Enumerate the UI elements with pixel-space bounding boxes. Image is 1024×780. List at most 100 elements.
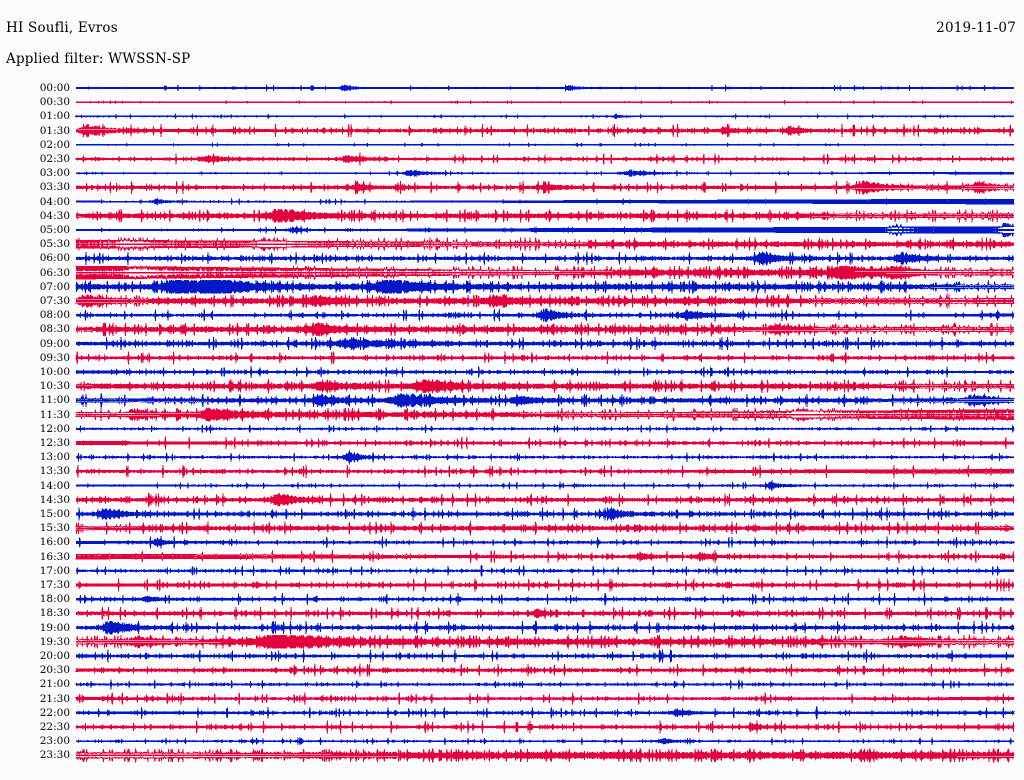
time-label-0600: 06:00 — [39, 252, 70, 265]
trace-row-0530 — [75, 236, 1015, 252]
time-label-0830: 08:30 — [39, 323, 70, 336]
trace-row-0030 — [75, 99, 1015, 105]
trace-row-1000 — [75, 365, 1015, 379]
trace-canvas — [74, 83, 1016, 764]
trace-row-1530 — [75, 520, 1015, 537]
trace-row-1500 — [75, 506, 1015, 522]
time-label-1200: 12:00 — [39, 422, 70, 435]
trace-row-1700 — [75, 564, 1015, 577]
time-label-1700: 17:00 — [39, 564, 70, 577]
time-label-1130: 11:30 — [39, 408, 70, 421]
trace-row-0130 — [75, 123, 1015, 138]
trace-row-1030 — [75, 378, 1015, 395]
time-label-1730: 17:30 — [39, 579, 70, 591]
trace-row-0930 — [75, 351, 1016, 365]
trace-row-1730 — [75, 578, 1015, 592]
time-label-0200: 02:00 — [39, 138, 70, 151]
trace-row-0400 — [75, 197, 1015, 206]
time-label-0800: 08:00 — [39, 309, 70, 322]
time-label-2100: 21:00 — [39, 678, 70, 691]
trace-row-1830 — [75, 606, 1015, 621]
time-label-2200: 22:00 — [39, 706, 70, 719]
time-label-1430: 14:30 — [39, 493, 70, 506]
time-axis-labels: 00:00 00:30 01:00 01:30 02:00 02:30 03:00 03:30… — [24, 80, 70, 780]
trace-row-1430 — [75, 492, 1015, 508]
time-label-0000: 00:00 — [39, 82, 70, 94]
station-title: HI Soufli, Evros — [6, 20, 118, 36]
trace-row-2000 — [75, 648, 1015, 664]
trace-row-0330 — [75, 179, 1015, 195]
trace-row-0500 — [75, 223, 1015, 237]
trace-row-1600 — [75, 535, 1016, 549]
trace-row-2230 — [74, 720, 1015, 734]
time-label-0700: 07:00 — [39, 280, 70, 293]
trace-row-1130 — [74, 406, 1015, 423]
trace-row-0700 — [75, 278, 1015, 295]
trace-row-1930 — [75, 633, 1015, 650]
time-label-1400: 14:00 — [39, 479, 70, 492]
applied-filter-label: Applied filter: WWSSN-SP — [6, 51, 191, 67]
time-label-1030: 10:30 — [39, 380, 70, 393]
time-label-1930: 19:30 — [39, 635, 70, 648]
time-label-1900: 19:00 — [39, 621, 70, 634]
time-label-2130: 21:30 — [39, 692, 70, 705]
time-label-0430: 04:30 — [39, 209, 70, 222]
trace-row-2100 — [75, 678, 1015, 690]
time-label-0500: 05:00 — [39, 224, 70, 236]
time-label-0530: 05:30 — [39, 238, 70, 251]
trace-row-1630 — [75, 550, 1015, 564]
time-label-0130: 01:30 — [39, 124, 70, 137]
trace-row-0100 — [74, 113, 1015, 120]
time-label-1600: 16:00 — [39, 536, 70, 549]
trace-row-2300 — [75, 736, 1015, 746]
trace-row-1300 — [75, 449, 1015, 466]
time-label-1830: 18:30 — [39, 607, 70, 620]
trace-row-0230 — [74, 152, 1015, 166]
trace-row-1200 — [75, 424, 1015, 434]
time-label-1230: 12:30 — [39, 437, 70, 449]
trace-row-0900 — [75, 336, 1015, 351]
time-label-2230: 22:30 — [39, 721, 70, 733]
time-label-1800: 18:00 — [39, 593, 70, 606]
time-label-1100: 11:00 — [39, 394, 70, 407]
trace-row-1900 — [75, 620, 1015, 635]
time-label-0630: 06:30 — [39, 266, 70, 279]
time-label-1500: 15:00 — [39, 508, 70, 520]
time-label-2330: 23:30 — [39, 749, 70, 762]
record-date: 2019-11-07 — [936, 20, 1016, 36]
time-label-0030: 00:30 — [39, 96, 70, 109]
trace-row-0600 — [75, 251, 1015, 266]
time-label-2030: 20:30 — [39, 664, 70, 677]
time-label-1630: 16:30 — [39, 550, 70, 563]
time-label-0300: 03:00 — [39, 167, 70, 180]
trace-row-1330 — [75, 464, 1015, 478]
time-label-1300: 13:00 — [39, 451, 70, 464]
time-label-2000: 20:00 — [39, 650, 70, 662]
time-label-1000: 10:00 — [39, 366, 70, 378]
trace-row-0200 — [75, 142, 1015, 148]
trace-row-0430 — [75, 208, 1015, 224]
trace-row-0830 — [75, 321, 1015, 338]
time-label-2300: 23:00 — [39, 735, 70, 748]
trace-row-0630 — [75, 264, 1015, 281]
trace-row-1230 — [75, 436, 1015, 450]
trace-row-0300 — [75, 169, 1015, 178]
trace-row-0730 — [74, 293, 1015, 309]
time-label-0230: 02:30 — [39, 153, 70, 165]
trace-row-0800 — [75, 308, 1015, 323]
time-label-0100: 01:00 — [39, 110, 70, 123]
time-label-1530: 15:30 — [39, 522, 70, 535]
time-label-0400: 04:00 — [39, 195, 70, 208]
trace-row-2030 — [75, 663, 1015, 677]
time-label-0900: 09:00 — [39, 337, 70, 350]
trace-row-1100 — [75, 392, 1016, 409]
trace-row-0000 — [75, 83, 1015, 93]
time-label-1330: 13:30 — [39, 465, 70, 478]
trace-row-2200 — [75, 706, 1016, 720]
trace-row-1800 — [75, 592, 1016, 606]
trace-row-2330 — [75, 747, 1015, 764]
trace-row-1400 — [75, 479, 1015, 492]
time-label-0930: 09:30 — [39, 351, 70, 364]
time-label-0730: 07:30 — [39, 295, 70, 307]
